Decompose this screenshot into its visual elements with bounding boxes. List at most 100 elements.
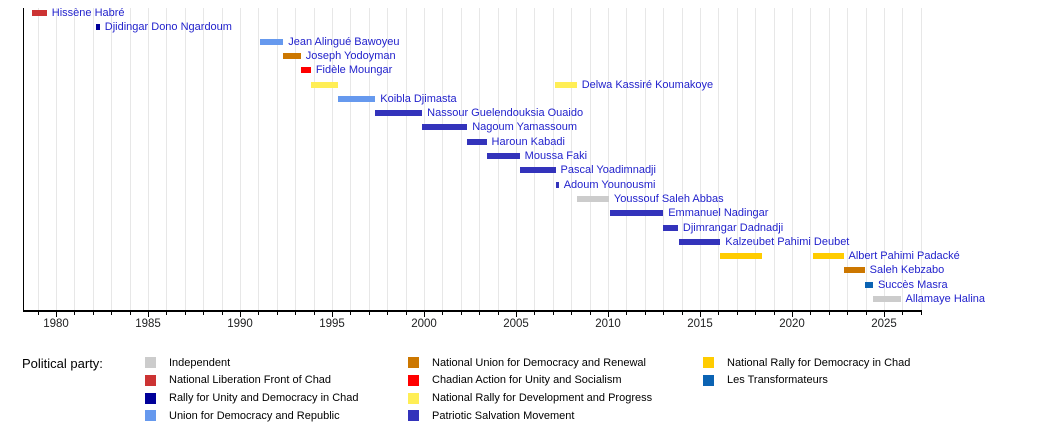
person-label[interactable]: Koibla Djimasta <box>380 92 457 105</box>
legend-title: Political party: <box>22 356 103 371</box>
legend-swatch-caus <box>408 374 419 386</box>
gridline <box>111 8 113 310</box>
axis-tick <box>240 311 241 317</box>
axis-tick <box>442 311 444 315</box>
person-label[interactable]: Albert Pahimi Padacké <box>848 250 960 263</box>
gridline <box>240 8 241 310</box>
axis-tick <box>37 311 39 315</box>
term-bar <box>310 81 338 88</box>
axis-tick-label: 1980 <box>43 318 69 330</box>
gridline <box>405 8 407 310</box>
axis-tick <box>184 311 186 315</box>
gridline <box>479 8 481 310</box>
gridline <box>221 8 223 310</box>
gridline <box>663 8 665 310</box>
person-label[interactable]: Adoum Younousmi <box>563 178 656 191</box>
gridline <box>847 8 849 310</box>
axis-tick <box>387 311 389 315</box>
legend-swatch-transformateurs <box>703 374 714 386</box>
axis-tick <box>810 311 812 315</box>
term-bar <box>678 238 721 245</box>
gridline <box>387 8 389 310</box>
person-label[interactable]: Succès Masra <box>877 278 948 291</box>
gridline <box>828 8 830 310</box>
axis-tick <box>700 311 701 317</box>
gridline <box>203 8 205 310</box>
term-bar <box>486 153 520 159</box>
person-label[interactable]: Haroun Kabadi <box>491 135 565 148</box>
person-label[interactable]: Pascal Yoadimnadji <box>560 164 656 177</box>
person-label[interactable]: Kalzeubet Pahimi Deubet <box>725 235 850 248</box>
person-label[interactable]: Saleh Kebzabo <box>869 264 945 277</box>
axis-tick <box>589 311 591 315</box>
gridline <box>902 8 904 310</box>
axis-tick <box>350 311 352 315</box>
term-bar <box>843 267 865 274</box>
legend-swatch-independent <box>145 357 156 368</box>
legend-swatch-nlf <box>145 374 156 386</box>
axis-tick-label: 2010 <box>595 318 621 330</box>
axis-tick-label: 2000 <box>411 318 437 330</box>
gridline <box>460 8 462 310</box>
axis-tick <box>626 311 628 315</box>
term-bar <box>422 124 468 131</box>
axis-tick <box>847 311 849 315</box>
person-label[interactable]: Jean Alingué Bawoyeu <box>288 35 400 48</box>
gridline <box>92 8 94 310</box>
gridline <box>626 8 628 310</box>
term-bar <box>555 181 559 188</box>
legend-label-nlf: National Liberation Front of Chad <box>169 374 332 387</box>
person-label[interactable]: Joseph Yodoyman <box>305 49 396 62</box>
axis-tick <box>368 311 370 315</box>
axis-tick <box>608 311 609 317</box>
axis-tick <box>111 311 113 315</box>
legend-swatch-psm <box>408 410 419 422</box>
legend-label-transformateurs: Les Transformateurs <box>727 374 828 387</box>
legend-label-rndt: National Rally for Democracy in Chad <box>727 356 911 369</box>
person-label[interactable]: Allamaye Halina <box>905 293 986 305</box>
term-bar <box>576 195 609 202</box>
axis-tick-label: 2015 <box>687 318 713 330</box>
gridline <box>37 8 39 310</box>
term-bar <box>872 296 901 302</box>
gridline <box>773 8 775 310</box>
axis-tick <box>74 311 76 315</box>
legend-swatch-rndt <box>703 357 714 368</box>
gridline <box>516 8 517 310</box>
person-label[interactable]: Youssouf Saleh Abbas <box>613 192 724 205</box>
gridline <box>184 8 186 310</box>
y-axis-line <box>22 8 25 312</box>
person-label[interactable]: Moussa Faki <box>524 150 588 162</box>
term-bar <box>864 281 873 288</box>
legend-label-rudc: Rally for Unity and Democracy in Chad <box>169 392 359 405</box>
legend-swatch-udr <box>145 410 156 422</box>
gridline <box>332 8 333 310</box>
person-label[interactable]: Fidèle Moungar <box>315 64 393 77</box>
gridline <box>148 8 149 310</box>
axis-tick <box>92 311 94 315</box>
gridline <box>74 8 76 310</box>
axis-tick <box>166 311 168 315</box>
gridline <box>56 8 57 310</box>
axis-tick <box>773 311 775 315</box>
person-label[interactable]: Djidingar Dono Ngardoum <box>104 21 232 34</box>
axis-tick <box>424 311 425 317</box>
axis-tick <box>792 311 793 317</box>
axis-tick <box>920 311 922 315</box>
person-label[interactable]: Delwa Kassiré Koumakoye <box>581 78 714 91</box>
term-bar <box>32 10 47 16</box>
axis-tick <box>295 311 297 315</box>
term-bar <box>283 52 301 59</box>
person-label[interactable]: Hissène Habré <box>51 7 125 19</box>
person-label[interactable]: Emmanuel Nadingar <box>668 207 769 220</box>
term-bar <box>554 81 577 88</box>
term-bar <box>720 253 762 260</box>
gridline <box>884 8 885 310</box>
gridline <box>129 8 131 310</box>
gridline <box>681 8 683 310</box>
gridline <box>755 8 757 310</box>
person-label[interactable]: Nassour Guelendouksia Ouaido <box>427 107 584 120</box>
axis-tick <box>258 311 260 315</box>
person-label[interactable]: Nagoum Yamassoum <box>472 121 577 134</box>
person-label[interactable]: Djimrangar Dadnadji <box>682 221 784 234</box>
